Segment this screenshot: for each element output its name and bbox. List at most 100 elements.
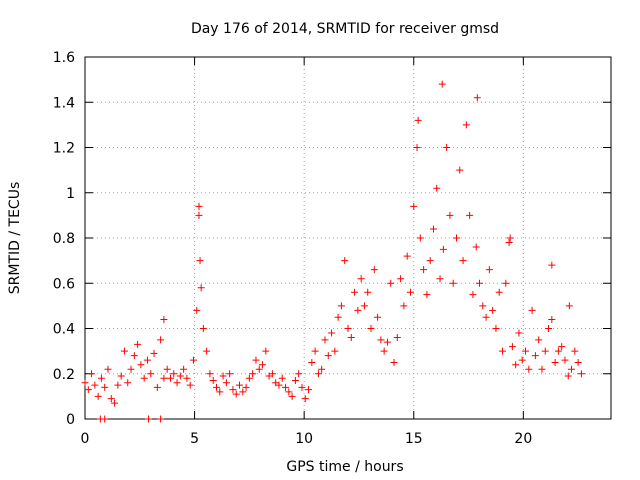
- data-point: [374, 313, 382, 321]
- data-point: [492, 325, 500, 332]
- data-point: [229, 386, 237, 394]
- data-point: [439, 245, 447, 253]
- data-point: [84, 386, 92, 394]
- data-point: [489, 306, 497, 314]
- data-point: [522, 347, 530, 355]
- data-point: [354, 306, 362, 314]
- data-point: [469, 291, 477, 299]
- data-point: [308, 358, 316, 366]
- data-point: [331, 347, 339, 355]
- data-point: [176, 372, 184, 380]
- x-tick-label: 10: [295, 431, 313, 447]
- data-point: [239, 388, 247, 396]
- data-point: [252, 356, 260, 364]
- y-tick-label: 0: [66, 412, 75, 428]
- data-point: [259, 361, 267, 369]
- data-point: [571, 347, 579, 355]
- data-point: [495, 288, 503, 296]
- data-point: [561, 356, 569, 364]
- data-point: [301, 395, 309, 403]
- data-point: [485, 266, 493, 274]
- data-point: [124, 379, 132, 387]
- data-point: [429, 225, 437, 233]
- x-axis-label: GPS time / hours: [286, 459, 403, 475]
- data-point: [213, 383, 220, 391]
- data-point: [360, 302, 368, 310]
- data-point: [459, 257, 467, 265]
- data-point: [508, 343, 516, 351]
- data-point: [406, 288, 414, 296]
- data-point: [226, 370, 234, 378]
- data-point: [91, 381, 99, 389]
- data-point: [288, 392, 296, 400]
- data-point: [476, 279, 483, 287]
- data-point: [565, 302, 573, 310]
- data-point: [528, 306, 536, 314]
- data-point: [268, 370, 276, 378]
- data-point: [351, 288, 359, 296]
- x-tick-label: 20: [514, 431, 532, 447]
- data-point: [473, 94, 481, 102]
- data-point: [114, 381, 122, 389]
- data-point: [195, 202, 203, 210]
- data-point: [535, 336, 543, 344]
- data-point: [173, 379, 181, 387]
- data-point: [196, 257, 204, 265]
- data-point: [170, 370, 178, 378]
- data-point: [548, 261, 556, 269]
- data-point: [245, 374, 253, 382]
- data-point: [558, 343, 566, 351]
- data-point: [107, 395, 115, 403]
- data-point: [143, 356, 151, 364]
- y-tick-label: 1: [66, 186, 75, 202]
- data-point: [275, 381, 283, 389]
- data-point: [291, 377, 299, 385]
- chart-title: Day 176 of 2014, SRMTID for receiver gms…: [191, 21, 499, 37]
- data-point: [337, 302, 345, 310]
- data-point: [414, 116, 422, 124]
- y-tick-label: 1.4: [53, 95, 75, 111]
- data-point: [180, 365, 188, 373]
- data-point: [377, 336, 385, 344]
- data-point: [456, 166, 464, 174]
- data-point: [137, 361, 145, 369]
- data-point: [120, 347, 128, 355]
- x-tick-label: 15: [405, 431, 423, 447]
- data-point: [574, 358, 582, 366]
- data-point: [140, 374, 148, 382]
- data-point: [367, 325, 375, 332]
- data-point: [130, 352, 138, 360]
- ticks: 0 0.2 0.4 0.6 0.8 1 1.2 1.4 1.6 0 5 10 15 20: [53, 50, 611, 447]
- data-point: [249, 370, 257, 378]
- data-point: [295, 370, 303, 378]
- data-point: [515, 329, 523, 337]
- data-point: [554, 347, 562, 355]
- data-point: [577, 370, 585, 378]
- y-tick-label: 0.6: [53, 276, 75, 292]
- data-point: [449, 279, 457, 287]
- data-point: [347, 334, 355, 342]
- data-point: [199, 325, 207, 332]
- data-point: [423, 291, 431, 299]
- data-point: [101, 415, 109, 423]
- data-point: [193, 306, 201, 314]
- data-point: [438, 80, 446, 88]
- x-tick-label: 5: [190, 431, 199, 447]
- data-point: [525, 365, 533, 373]
- data-point: [462, 121, 470, 129]
- data-point: [236, 381, 244, 389]
- data-point: [548, 315, 556, 323]
- plot-frame: [84, 56, 612, 420]
- data-point: [403, 252, 411, 260]
- y-axis-label: SRMTID / TECUs: [7, 182, 23, 295]
- data-point: [186, 381, 194, 389]
- data-point: [420, 266, 428, 274]
- data-point: [262, 347, 270, 355]
- data-point: [314, 370, 322, 378]
- y-tick-label: 1.2: [53, 141, 75, 157]
- data-point: [219, 372, 227, 380]
- data-point: [197, 284, 205, 292]
- data-point: [334, 313, 342, 321]
- data-point: [147, 370, 155, 378]
- data-point: [452, 234, 460, 242]
